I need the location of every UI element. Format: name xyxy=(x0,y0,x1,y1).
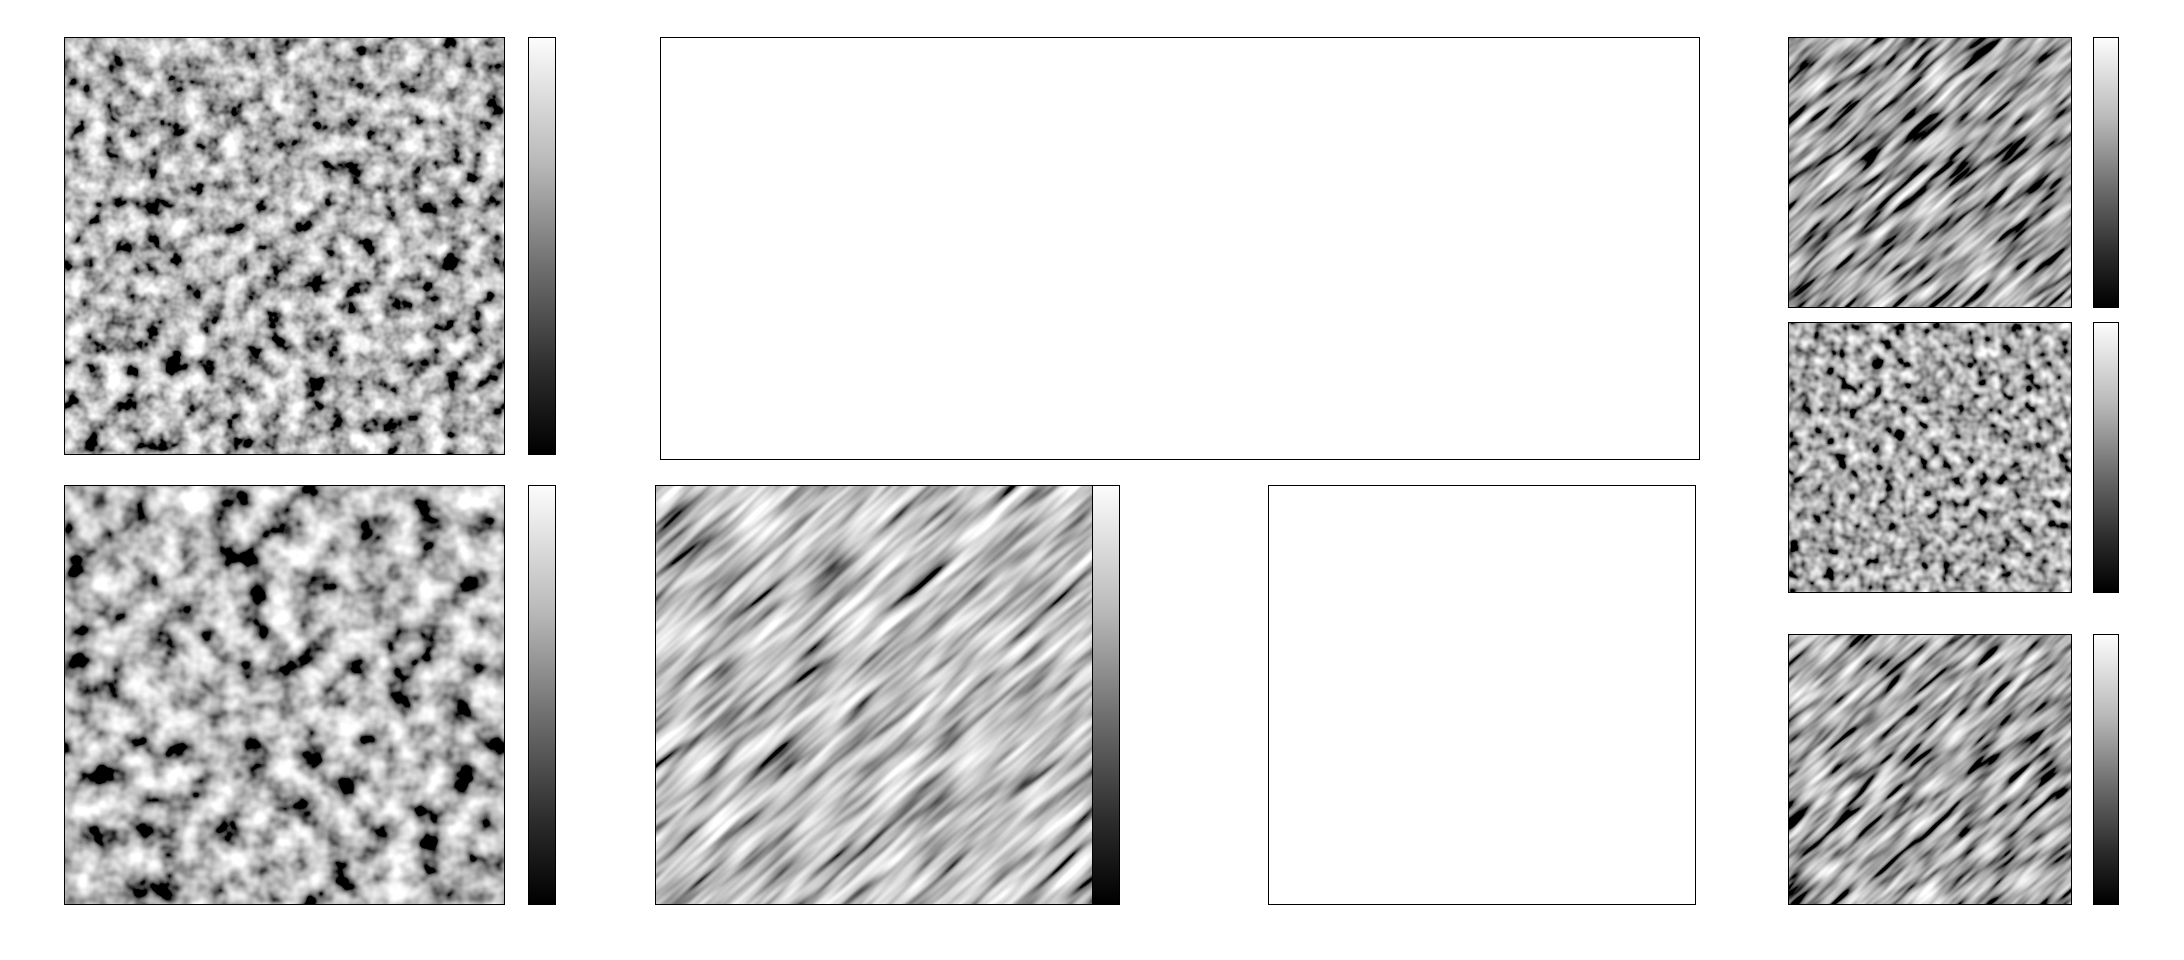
noise-texture xyxy=(1789,635,2071,904)
transient-cube-cutout-image xyxy=(64,37,505,455)
deep-colorbar xyxy=(1092,485,1120,905)
spike-colorbar xyxy=(2093,322,2119,593)
noise-texture xyxy=(1789,38,2071,307)
spike-map-cutout-image xyxy=(1788,322,2072,593)
rms-colorbar xyxy=(2093,37,2119,308)
tcg-colorbar xyxy=(2093,634,2119,905)
noise-texture xyxy=(656,486,1095,904)
transient-cube-colorbar xyxy=(528,37,556,455)
lightcurve-plot xyxy=(660,37,1700,460)
rms-map-cutout-image xyxy=(1788,37,2072,308)
noise-texture xyxy=(1789,323,2071,592)
flux-histogram-plot xyxy=(1268,485,1696,905)
deep-image-cutout xyxy=(655,485,1096,905)
noise-texture xyxy=(65,486,504,904)
gleam-colorbar xyxy=(528,485,556,905)
gleam-cutout-image xyxy=(64,485,505,905)
noise-texture xyxy=(65,38,504,454)
tcg-map-cutout-image xyxy=(1788,634,2072,905)
